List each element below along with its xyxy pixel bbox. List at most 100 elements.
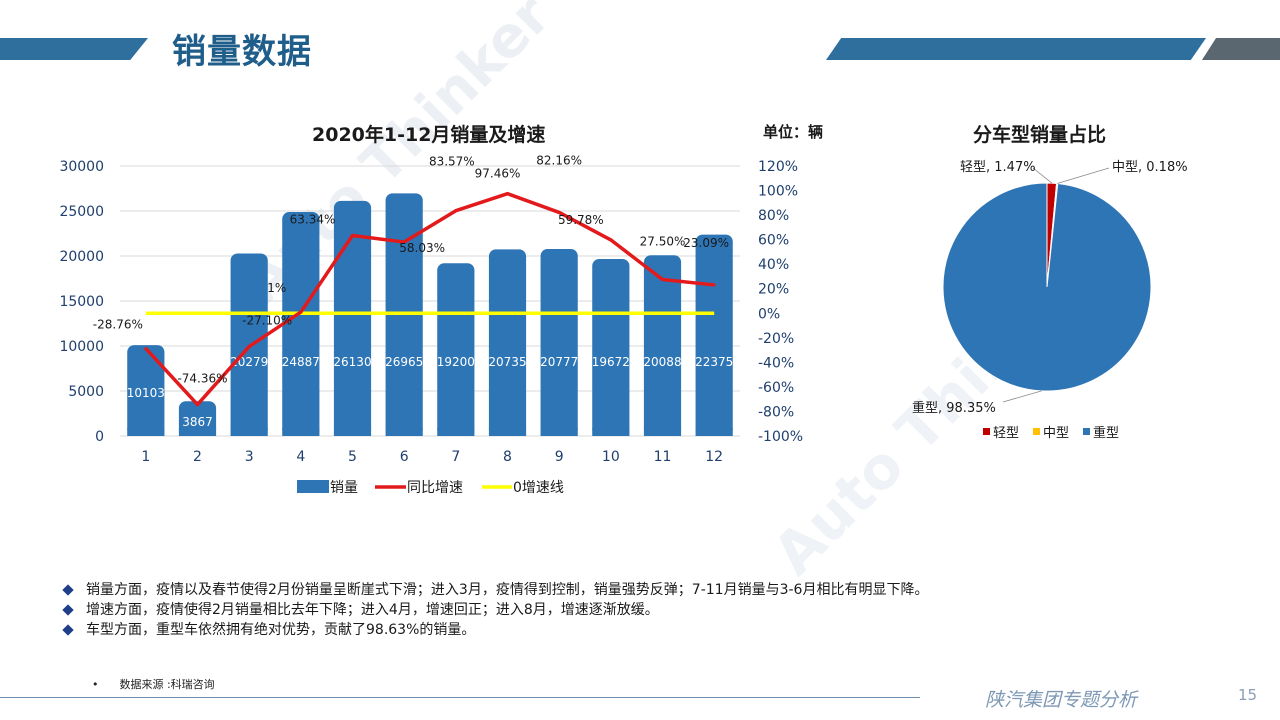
bar-sales xyxy=(437,263,475,436)
bar-sales-base xyxy=(178,428,217,436)
bar-data-label: 26130 xyxy=(333,355,371,369)
bar-sales-base xyxy=(282,428,320,436)
header-band-left xyxy=(0,38,148,60)
left-axis-tick: 30000 xyxy=(59,159,104,175)
right-axis-tick: -100% xyxy=(758,429,803,445)
growth-point xyxy=(454,209,458,213)
left-axis-tick: 20000 xyxy=(59,249,104,265)
bar-sales xyxy=(178,401,217,436)
bar-data-label: 20088 xyxy=(643,355,681,369)
legend-label-zero: 0增速线 xyxy=(513,480,564,496)
growth-data-label: 27.50% xyxy=(640,235,686,249)
growth-point xyxy=(609,238,613,242)
growth-data-label: -74.36% xyxy=(177,372,227,386)
x-axis-tick: 5 xyxy=(348,449,357,465)
right-axis-tick: 100% xyxy=(758,184,798,200)
page-number: 15 xyxy=(1238,686,1258,704)
vehicle-type-pie: 轻型, 1.47% 中型, 0.18% 重型, 98.35% 轻型 中型 重型 xyxy=(912,160,1188,441)
growth-data-label: 59.78% xyxy=(558,213,604,227)
growth-data-label: 97.46% xyxy=(475,167,521,181)
growth-point xyxy=(712,283,716,287)
unit-label: 单位：辆 xyxy=(763,123,824,141)
bar-sales xyxy=(127,345,165,436)
left-axis-tick: 10000 xyxy=(59,339,104,355)
pie-legend-swatch xyxy=(1083,428,1090,435)
left-axis-tick: 0 xyxy=(95,429,104,445)
source-text: 数据来源 :科瑞咨询 xyxy=(119,678,215,691)
growth-point xyxy=(351,234,354,238)
bullet-text: 销量方面，疫情以及春节使得2月份销量呈断崖式下滑；进入3月，疫情得到控制，销量强… xyxy=(86,582,929,598)
bar-sales-base xyxy=(695,428,733,436)
growth-data-label: 63.34% xyxy=(290,213,336,227)
bar-sales xyxy=(695,234,733,436)
bar-sales-base xyxy=(437,428,475,436)
growth-data-label: 58.03% xyxy=(399,241,445,255)
bar-data-label: 10103 xyxy=(127,386,165,400)
x-axis-tick: 3 xyxy=(245,449,254,465)
bar-data-label: 19672 xyxy=(592,355,630,369)
bullet-text: 车型方面，重型车依然拥有绝对优势，贡献了98.63%的销量。 xyxy=(86,622,476,638)
bar-sales xyxy=(282,212,320,436)
legend-label-sales: 销量 xyxy=(330,480,358,496)
x-axis-tick: 9 xyxy=(555,449,564,465)
x-axis-tick: 2 xyxy=(193,449,202,465)
growth-point xyxy=(299,310,303,314)
x-axis-tick: 7 xyxy=(451,449,460,465)
bar-sales-base xyxy=(643,428,682,436)
growth-point xyxy=(402,240,406,244)
pie-data-label: 中型, 0.18% xyxy=(1112,160,1188,175)
growth-data-label: 82.16% xyxy=(536,153,582,167)
pie-legend-swatch xyxy=(1033,428,1040,435)
left-axis-tick: 25000 xyxy=(59,204,104,220)
pie-data-label: 轻型, 1.47% xyxy=(960,160,1036,175)
pie-legend-swatch xyxy=(983,428,990,435)
bar-data-label: 20777 xyxy=(540,355,578,369)
right-axis-tick: -80% xyxy=(758,404,794,420)
right-axis-tick: 40% xyxy=(758,257,789,273)
bar-sales-base xyxy=(385,428,423,436)
bar-sales xyxy=(643,255,682,436)
growth-point xyxy=(247,345,251,349)
diamond-bullet-icon xyxy=(62,584,74,596)
bar-sales-base xyxy=(230,428,268,436)
source-note: • 数据来源 :科瑞咨询 xyxy=(92,678,215,691)
growth-data-label: 23.09% xyxy=(683,236,729,250)
x-axis-tick: 11 xyxy=(654,449,672,465)
legend-label-growth: 同比增速 xyxy=(407,480,463,496)
bar-data-label: 3867 xyxy=(182,415,213,429)
header-band-end xyxy=(1202,38,1280,60)
bar-sales-base xyxy=(592,428,630,436)
x-axis-tick: 10 xyxy=(602,449,620,465)
bullet-item: 销量方面，疫情以及春节使得2月份销量呈断崖式下滑；进入3月，疫情得到控制，销量强… xyxy=(62,580,929,600)
growth-data-label: -28.76% xyxy=(93,318,143,332)
bar-data-label: 22375 xyxy=(695,355,733,369)
bar-sales xyxy=(540,249,578,436)
bar-sales-base xyxy=(488,428,527,436)
x-axis-tick: 6 xyxy=(400,449,409,465)
bar-data-label: 20735 xyxy=(488,355,526,369)
right-axis-tick: 80% xyxy=(758,208,789,224)
pie-legend-label: 重型 xyxy=(1093,425,1119,441)
pie-data-label: 重型, 98.35% xyxy=(912,400,996,416)
bar-data-label: 24887 xyxy=(282,355,320,369)
x-axis-tick: 4 xyxy=(296,449,305,465)
bar-sales-base xyxy=(127,428,165,436)
bullet-item: 增速方面，疫情使得2月销量相比去年下降；进入4月，增速回正；进入8月，增速逐渐放… xyxy=(62,600,928,620)
growth-point xyxy=(557,210,561,214)
growth-point xyxy=(661,278,664,282)
page-title: 销量数据 xyxy=(172,32,312,72)
pie-leader-line xyxy=(1002,390,1042,403)
combo-chart-title: 2020年1-12月销量及增速 xyxy=(312,124,546,146)
growth-point xyxy=(506,192,509,196)
bullet-text: 增速方面，疫情使得2月销量相比去年下降；进入4月，增速回正；进入8月，增速逐渐放… xyxy=(86,602,659,618)
pie-leader-line xyxy=(1057,167,1110,184)
legend-swatch-sales xyxy=(297,480,329,493)
growth-data-label: 1% xyxy=(267,281,286,295)
x-axis-tick: 1 xyxy=(141,449,150,465)
bullet-list: 销量方面，疫情以及春节使得2月份销量呈断崖式下滑；进入3月，疫情得到控制，销量强… xyxy=(62,580,929,640)
right-axis-tick: 0% xyxy=(758,306,780,322)
x-axis-tick: 8 xyxy=(503,449,512,465)
pie-legend-label: 轻型 xyxy=(993,426,1019,441)
bar-sales xyxy=(488,249,527,436)
